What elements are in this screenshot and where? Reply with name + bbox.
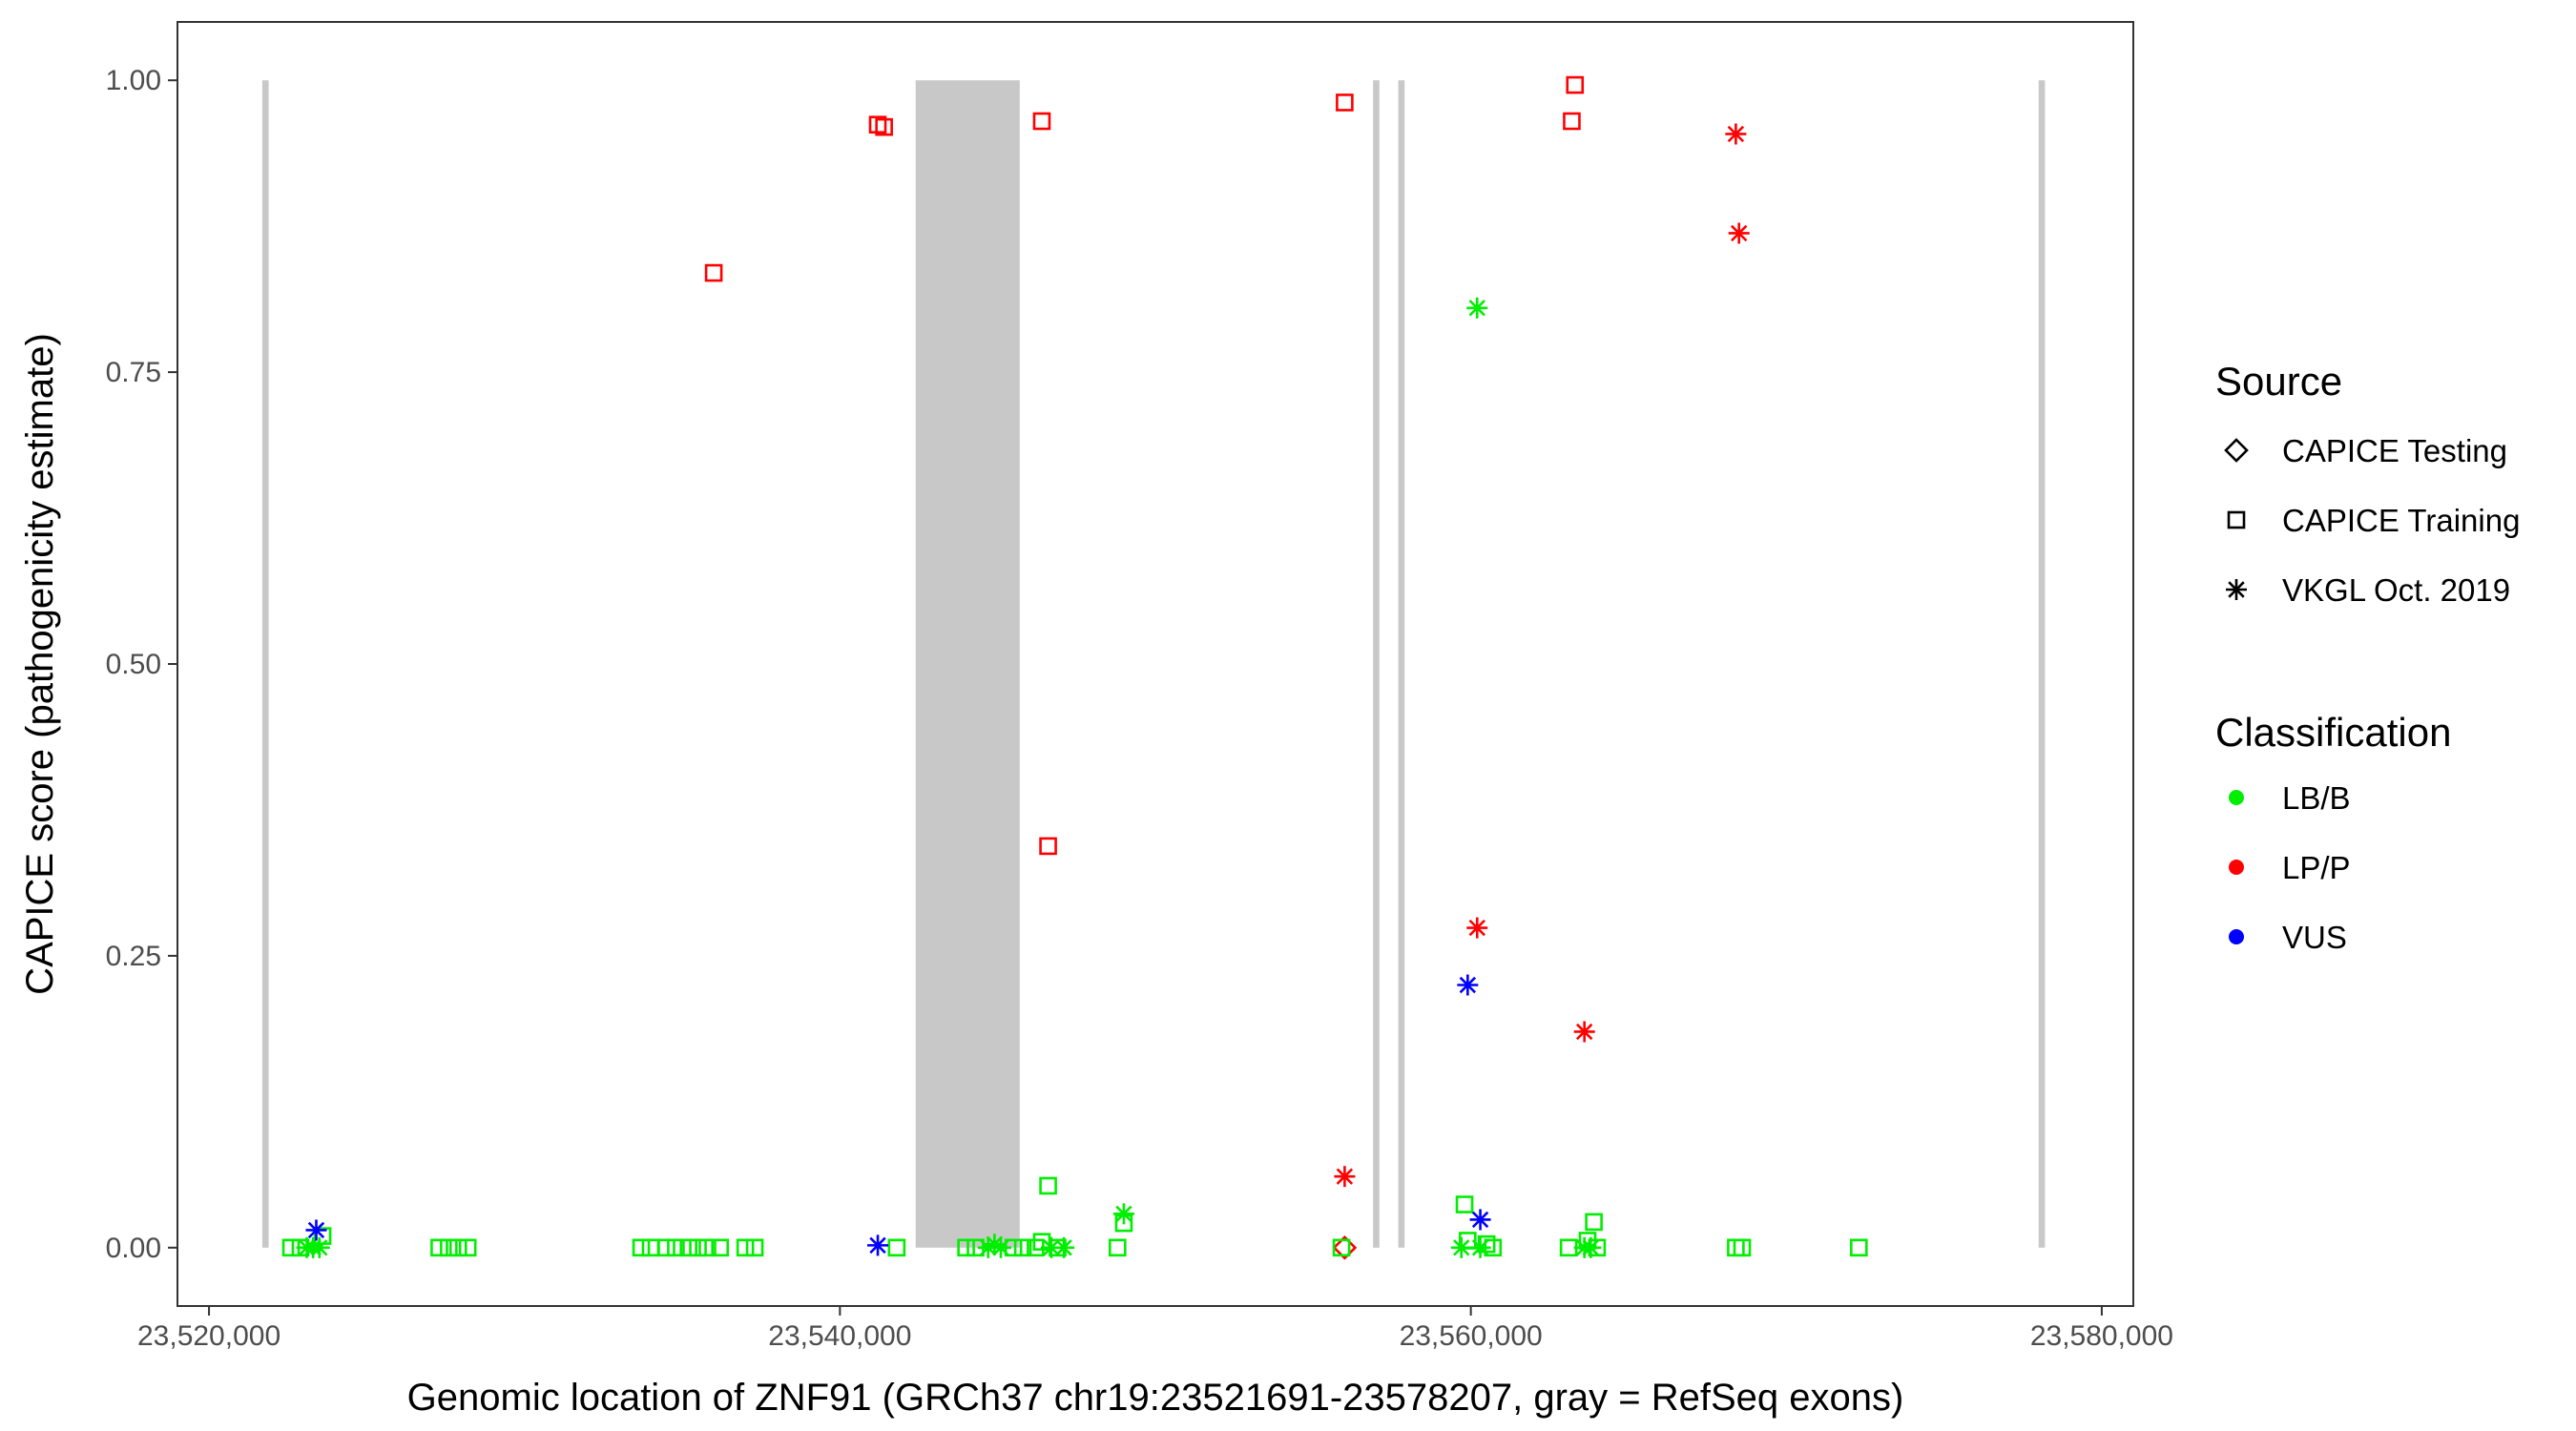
exon-band-2 — [915, 80, 1020, 1248]
y-tick-label: 0.00 — [106, 1233, 161, 1264]
data-point-3 — [875, 117, 893, 136]
legend-class-vus: VUS — [2229, 920, 2347, 955]
data-point-36 — [689, 1238, 707, 1257]
data-point-27 — [430, 1238, 448, 1257]
y-axis: 0.00 0.25 0.50 0.75 1.00 — [106, 65, 177, 1264]
legend-class-dot — [2229, 860, 2244, 875]
data-point-35 — [679, 1238, 697, 1257]
legend-source-entries: CAPICE Testing CAPICE Training VKGL Oct. 2… — [2224, 433, 2520, 608]
y-tick-label: 0.25 — [106, 941, 161, 972]
data-point-72 — [1469, 1209, 1491, 1231]
data-point-10 — [1728, 222, 1750, 244]
exon-band-3 — [1373, 80, 1380, 1248]
legend-class-label: LP/P — [2282, 850, 2351, 885]
legend-source-training: CAPICE Training — [2227, 503, 2520, 538]
data-point-38 — [711, 1238, 730, 1257]
legend-class-dot — [2229, 790, 2244, 805]
data-points — [281, 75, 1868, 1260]
data-point-39 — [736, 1238, 755, 1257]
exon-band-4 — [1398, 80, 1405, 1248]
data-point-15 — [1466, 297, 1488, 319]
data-point-17 — [1112, 1203, 1134, 1225]
legend-class-lb-b: LB/B — [2229, 780, 2351, 816]
data-point-14 — [1332, 1234, 1358, 1260]
data-point-6 — [1336, 93, 1354, 112]
data-point-34 — [667, 1238, 685, 1257]
data-point-70 — [867, 1234, 889, 1256]
data-point-42 — [957, 1238, 975, 1257]
exon-bands — [261, 80, 2046, 1248]
legend-source-label: CAPICE Testing — [2282, 433, 2507, 468]
data-point-18 — [1114, 1213, 1133, 1233]
legend: Source CAPICE Testing CAPICE Training VKGL… — [2215, 359, 2520, 955]
data-point-26 — [308, 1236, 330, 1258]
data-point-65 — [1588, 1238, 1607, 1257]
data-point-69 — [305, 1219, 327, 1241]
data-point-59 — [1477, 1234, 1496, 1254]
data-point-30 — [458, 1238, 477, 1257]
data-point-20 — [1585, 1213, 1603, 1232]
x-tick-label: 23,560,000 — [1400, 1320, 1543, 1352]
data-point-7 — [1566, 75, 1585, 94]
legend-source-key-vkgl — [2226, 579, 2247, 600]
data-point-28 — [440, 1238, 458, 1257]
y-axis-title: CAPICE score (pathogenicity estimate) — [19, 333, 61, 995]
legend-source-label: VKGL Oct. 2019 — [2282, 572, 2510, 608]
legend-source-key-training — [2227, 510, 2246, 529]
data-point-9 — [1725, 123, 1747, 145]
data-point-68 — [1850, 1238, 1868, 1257]
data-point-71 — [1457, 974, 1479, 996]
data-point-16 — [1039, 1176, 1057, 1195]
data-point-41 — [887, 1238, 906, 1257]
x-tick-label: 23,520,000 — [137, 1320, 280, 1352]
data-point-13 — [1334, 1166, 1356, 1188]
data-point-19 — [1455, 1195, 1474, 1213]
data-point-4 — [1032, 112, 1051, 131]
y-tick-label: 0.75 — [106, 357, 161, 388]
exon-band-5 — [2038, 80, 2046, 1248]
data-point-2 — [868, 115, 887, 134]
data-point-31 — [632, 1238, 651, 1257]
data-point-5 — [1039, 837, 1057, 856]
legend-source-vkgl: VKGL Oct. 2019 — [2226, 572, 2510, 608]
data-point-47 — [1004, 1238, 1023, 1257]
data-point-67 — [1733, 1238, 1752, 1257]
data-point-60 — [1484, 1238, 1503, 1257]
exon-band-1 — [261, 80, 269, 1248]
data-point-12 — [1573, 1021, 1595, 1043]
data-point-64 — [1580, 1236, 1602, 1258]
data-point-1 — [704, 263, 723, 282]
legend-class-label: LB/B — [2282, 780, 2351, 816]
legend-source-title: Source — [2215, 359, 2342, 404]
legend-classification-entries: LB/B LP/P VUS — [2229, 780, 2351, 955]
x-axis-title: Genomic location of ZNF91 (GRCh37 chr19:… — [407, 1377, 1904, 1419]
data-point-48 — [1013, 1238, 1032, 1257]
x-tick-label: 23,580,000 — [2030, 1320, 2173, 1352]
data-point-55 — [1332, 1238, 1351, 1257]
legend-class-label: VUS — [2282, 920, 2347, 955]
data-point-29 — [448, 1238, 467, 1257]
y-tick-label: 0.50 — [106, 649, 161, 680]
x-axis: 23,520,000 23,540,000 23,560,000 23,580,000 — [137, 1306, 2173, 1352]
data-point-11 — [1466, 917, 1488, 939]
data-point-33 — [657, 1238, 675, 1257]
data-point-37 — [698, 1238, 717, 1257]
legend-source-label: CAPICE Training — [2282, 503, 2520, 538]
legend-source-key-testing — [2224, 438, 2249, 463]
data-point-40 — [745, 1238, 764, 1257]
x-tick-label: 23,540,000 — [768, 1320, 911, 1352]
y-tick-label: 1.00 — [106, 65, 161, 96]
data-point-8 — [1563, 112, 1581, 131]
legend-source-testing: CAPICE Testing — [2224, 433, 2507, 468]
legend-class-dot — [2229, 929, 2244, 944]
data-point-57 — [1459, 1232, 1477, 1250]
data-point-53 — [1053, 1236, 1075, 1258]
legend-class-lp-p: LP/P — [2229, 850, 2351, 885]
data-point-54 — [1109, 1238, 1127, 1257]
legend-classification-title: Classification — [2215, 710, 2451, 755]
